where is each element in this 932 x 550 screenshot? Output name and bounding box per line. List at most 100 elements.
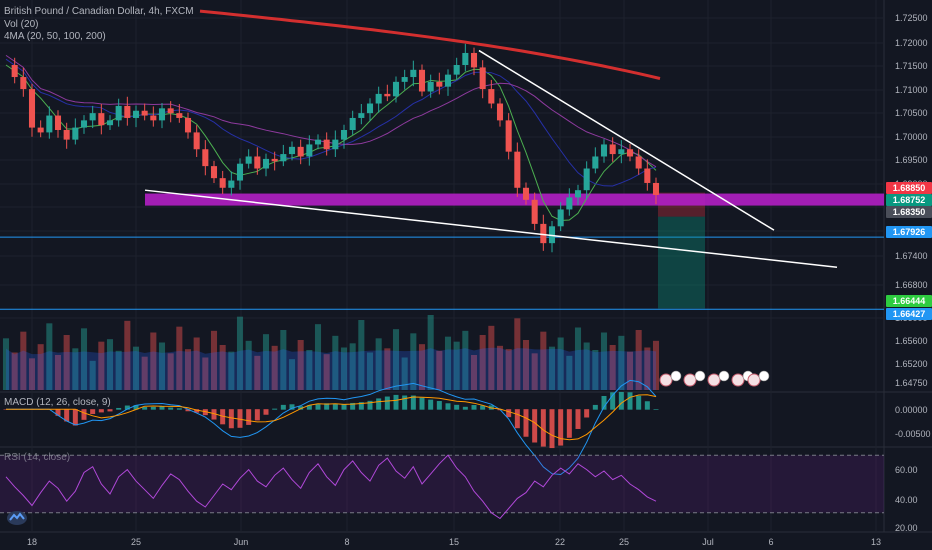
time-tick-label[interactable]: 25 (131, 537, 141, 547)
candle-body[interactable] (323, 139, 330, 150)
time-axis[interactable]: 18 25 Jun 8 15 22 25 Jul 6 13 (27, 537, 881, 547)
candle-body[interactable] (470, 52, 478, 68)
candle-body[interactable] (410, 69, 417, 78)
time-tick-label[interactable]: 22 (555, 537, 565, 547)
price-tag[interactable]: 1.68850 (886, 182, 932, 194)
macd-pane[interactable] (3, 379, 659, 476)
candle-body[interactable] (236, 163, 244, 181)
candle-body[interactable] (574, 190, 582, 198)
price-tick-label[interactable]: 1.66800 (895, 280, 928, 290)
candle-body[interactable] (262, 158, 270, 169)
candle-body[interactable] (219, 178, 226, 188)
candle-body[interactable] (375, 93, 382, 104)
candle-body[interactable] (652, 182, 660, 195)
price-tag[interactable]: 1.66444 (886, 295, 932, 307)
price-axis[interactable]: 1.72500 1.72000 1.71500 1.71000 1.70500 1.700… (886, 13, 932, 533)
candle-body[interactable] (427, 81, 434, 92)
price-tag[interactable]: 1.68350 (886, 206, 932, 218)
candle-body[interactable] (349, 117, 356, 130)
economic-event-icon[interactable] (747, 370, 770, 387)
candle-body[interactable] (618, 149, 625, 155)
candle-body[interactable] (202, 149, 209, 167)
candle-body[interactable] (98, 113, 105, 126)
price-tick-label[interactable]: 1.64750 (895, 378, 928, 388)
time-tick-label[interactable]: 25 (619, 537, 629, 547)
rsi-pane[interactable] (0, 454, 884, 520)
candle-body[interactable] (505, 120, 512, 152)
candle-body[interactable] (444, 74, 452, 87)
take-profit-zone[interactable] (658, 216, 705, 309)
time-tick-label[interactable]: 8 (344, 537, 349, 547)
price-tick-label[interactable]: 1.67400 (895, 251, 928, 261)
symbol-legend[interactable]: British Pound / Canadian Dollar, 4h, FXC… (4, 6, 194, 17)
candle-body[interactable] (600, 144, 608, 157)
candle-body[interactable] (150, 115, 157, 121)
price-tick-label[interactable]: 1.70000 (895, 132, 928, 142)
candle-body[interactable] (184, 117, 192, 133)
time-tick-label[interactable]: 15 (449, 537, 459, 547)
candle-body[interactable] (514, 151, 521, 188)
candle-body[interactable] (453, 65, 460, 75)
price-tag[interactable]: 1.66427 (886, 308, 932, 320)
price-tag[interactable]: 1.67926 (886, 226, 932, 238)
ma-100-line[interactable] (5, 54, 657, 168)
macd-signal-line[interactable] (6, 394, 657, 441)
macd-tick-label[interactable]: 0.00000 (895, 405, 928, 415)
candle-body[interactable] (132, 110, 140, 118)
ma-200-line[interactable] (199, 9, 661, 80)
rsi-tick-label[interactable]: 40.00 (895, 495, 918, 505)
support-zone-rectangle[interactable] (145, 193, 884, 206)
price-tick-label[interactable]: 1.70500 (895, 108, 928, 118)
economic-event-icon[interactable] (683, 370, 706, 387)
candle-body[interactable] (245, 156, 252, 164)
candle-body[interactable] (462, 52, 469, 65)
candle-body[interactable] (106, 120, 114, 126)
vol-legend[interactable]: Vol (20) (4, 19, 38, 30)
candle-body[interactable] (626, 149, 634, 157)
trendline[interactable] (144, 189, 838, 268)
candle-body[interactable] (37, 127, 44, 133)
ma-20-line[interactable] (5, 64, 657, 222)
candle-body[interactable] (488, 89, 495, 104)
candle-body[interactable] (167, 108, 174, 114)
candle-body[interactable] (63, 130, 70, 140)
ma-50-line[interactable] (5, 58, 657, 187)
trendline[interactable] (478, 49, 775, 231)
candle-body[interactable] (358, 113, 365, 118)
price-tick-label[interactable]: 1.65600 (895, 336, 928, 346)
rsi-tick-label[interactable]: 60.00 (895, 465, 918, 475)
candle-body[interactable] (124, 105, 131, 118)
candle-body[interactable] (557, 209, 564, 227)
price-tick-label[interactable]: 1.71500 (895, 61, 928, 71)
tradingview-logo-icon[interactable] (6, 506, 28, 526)
price-tick-label[interactable]: 1.72500 (895, 13, 928, 23)
price-tick-label[interactable]: 1.72000 (895, 38, 928, 48)
candle-body[interactable] (340, 130, 348, 140)
economic-event-icon[interactable] (707, 370, 730, 387)
candle-body[interactable] (115, 105, 122, 121)
candle-body[interactable] (644, 168, 651, 183)
candle-body[interactable] (548, 226, 556, 244)
candle-body[interactable] (28, 89, 36, 128)
candle-body[interactable] (288, 146, 296, 155)
candle-body[interactable] (401, 77, 408, 82)
candle-body[interactable] (314, 139, 322, 145)
candle-body[interactable] (384, 93, 391, 97)
rsi-legend[interactable]: RSI (14, close) (4, 452, 70, 463)
event-icons[interactable] (659, 370, 770, 387)
rsi-tick-label[interactable]: 20.00 (895, 523, 918, 533)
candle-body[interactable] (254, 156, 261, 169)
candle-body[interactable] (193, 132, 200, 150)
time-tick-label[interactable]: 13 (871, 537, 881, 547)
price-pane[interactable] (0, 9, 884, 310)
candle-body[interactable] (280, 154, 287, 162)
candle-body[interactable] (635, 156, 642, 169)
candle-body[interactable] (496, 103, 504, 121)
time-tick-label[interactable]: 18 (27, 537, 37, 547)
rsi-line[interactable] (5, 454, 657, 520)
price-tick-label[interactable]: 1.65200 (895, 359, 928, 369)
candle-body[interactable] (366, 103, 374, 114)
candle-body[interactable] (592, 156, 599, 169)
candle-body[interactable] (80, 120, 88, 128)
